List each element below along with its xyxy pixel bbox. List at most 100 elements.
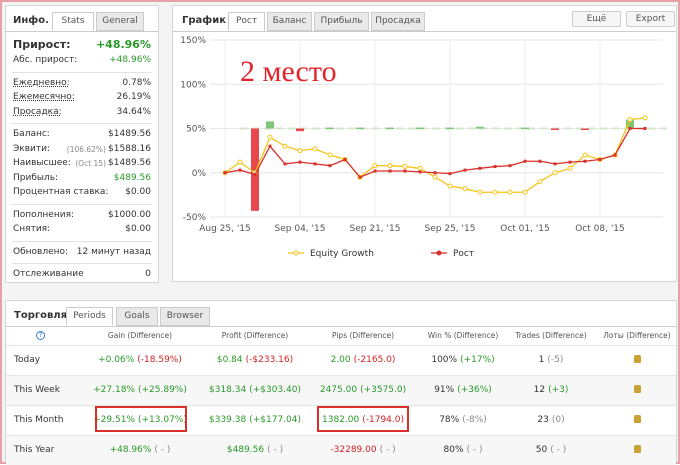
column-header: Лоты (Difference) [603,331,671,340]
point [538,159,542,163]
cell-diff: (+3) [548,385,569,395]
row-label: This Year [14,445,55,455]
stat-value: $1588.16 [108,143,151,154]
cell: $0.84 (-$233.16) [217,355,293,365]
point [283,162,287,166]
point [477,189,483,195]
stat-label: Наивысшее: [13,158,71,168]
cell-diff: (-1794.0) [362,415,404,425]
cell-diff: (+$177.04) [249,415,301,425]
point [297,148,303,154]
cell-value: 2.00 [330,355,351,365]
point [507,189,513,195]
legend-label: Рост [453,249,474,259]
cell-value: 2475.00 [319,385,358,395]
cell: +0.06% (-18.59%) [98,355,182,365]
bar [446,127,454,130]
point [613,153,617,157]
stat-label: Баланс: [13,129,50,139]
cell-value: 1 [538,355,545,365]
point [492,189,498,195]
legend-label: Equity Growth [310,249,374,259]
cell-value: 1382.00 [322,415,360,425]
point [447,183,453,189]
cell: 50( - ) [536,445,566,455]
stat-value: 0.78% [122,77,151,88]
point [343,157,347,161]
point [508,164,512,168]
cell-value: 100% [431,355,458,365]
point [642,115,648,121]
y-tick-label: 50% [186,125,206,135]
point [387,163,393,169]
column-header: Pips (Difference) [331,331,395,340]
point [388,169,392,173]
cell-diff: (+36%) [457,385,492,395]
row-bg [6,375,676,405]
tab[interactable]: Periods [66,307,113,326]
bar [251,128,259,211]
y-tick-label: -50% [183,213,207,223]
point [253,173,257,177]
point [328,164,332,168]
tab-rule [173,31,676,32]
point [237,159,243,165]
x-tick-label: Oct 01, '15 [500,224,550,234]
column-header: Trades (Difference) [515,331,587,340]
point [223,171,227,175]
point [628,127,632,130]
point [537,179,543,185]
cell-value: $0.84 [216,355,243,365]
tab[interactable]: Stats [52,12,94,31]
point [583,159,587,163]
point [267,134,273,140]
stat-value: +48.96% [95,38,151,51]
button[interactable]: Export [626,11,675,27]
button[interactable]: Ещё [572,11,621,27]
cell-value: +0.06% [98,355,135,365]
point [462,186,468,192]
separator [12,263,152,264]
cell-diff: ( - ) [466,445,483,455]
stat-value: $1000.00 [108,209,151,220]
panel-title: Инфо. [13,15,49,26]
cell: 78% (-8%) [439,415,487,425]
stat-label: Просадка: [13,106,62,117]
lock-icon [634,415,641,423]
legend-marker [293,250,299,256]
tab[interactable]: Рост [228,12,265,31]
cell: $339.38 (+$177.04) [209,415,301,425]
bar [581,128,589,130]
stat-value: 34.64% [116,106,151,117]
tab[interactable]: Просадка [371,12,425,31]
cell-value: +27.18% [93,385,135,395]
cell: 1382.00 (-1794.0) [322,415,404,425]
cell-diff: ( - ) [267,445,284,455]
stat-value: 0 [145,269,151,279]
cell: 80%( - ) [443,445,482,455]
cell-value: 50 [535,445,548,455]
stat-label: Отслеживание [13,269,84,279]
cell: +48.96%( - ) [110,445,171,455]
point [643,127,647,130]
point [403,169,407,173]
cell: +27.18% (+25.89%) [93,385,187,395]
stat-note: (106.62%) [66,144,106,154]
stat-value: $1489.56 [108,158,151,168]
cell-diff: (-18.59%) [137,355,182,365]
tab[interactable]: Баланс [267,12,312,31]
cell: 23 (0) [537,415,564,425]
legend-marker [436,250,442,256]
tab[interactable]: General [96,12,144,31]
chart-title: График [182,15,226,26]
cell-diff: (+$303.40) [249,385,301,395]
row-label: Today [14,355,41,365]
point [372,163,378,169]
tab[interactable]: Goals [116,307,158,326]
tab[interactable]: Прибыль [314,12,369,31]
chart: -50% 0% 50% 100% 150% Aug 25, '15 Sep 04, '15 S… [180,36,667,259]
panel-title: Торговля [14,310,68,321]
tab[interactable]: Browser [160,307,210,326]
info-panel: Инфо. Stats General Прирост: +48.96% Абс. при… [5,5,159,283]
stat-value: $1489.56 [108,129,151,139]
